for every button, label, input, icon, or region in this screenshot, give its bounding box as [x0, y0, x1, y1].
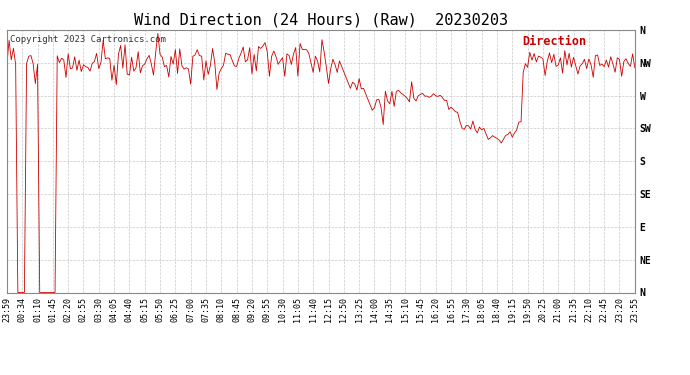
- Direction: [154, 31, 162, 36]
- Direction: [3, 62, 11, 67]
- Direction: [580, 57, 589, 62]
- Direction: [324, 81, 333, 86]
- Text: Direction: Direction: [522, 35, 586, 48]
- Direction: [534, 54, 542, 58]
- Title: Wind Direction (24 Hours) (Raw)  20230203: Wind Direction (24 Hours) (Raw) 20230203: [134, 12, 508, 27]
- Direction: [561, 48, 569, 53]
- Line: Direction: Direction: [7, 33, 635, 292]
- Direction: [631, 65, 639, 70]
- Text: Copyright 2023 Cartronics.com: Copyright 2023 Cartronics.com: [10, 35, 166, 44]
- Direction: [545, 51, 553, 55]
- Direction: [59, 58, 68, 62]
- Direction: [14, 290, 22, 295]
